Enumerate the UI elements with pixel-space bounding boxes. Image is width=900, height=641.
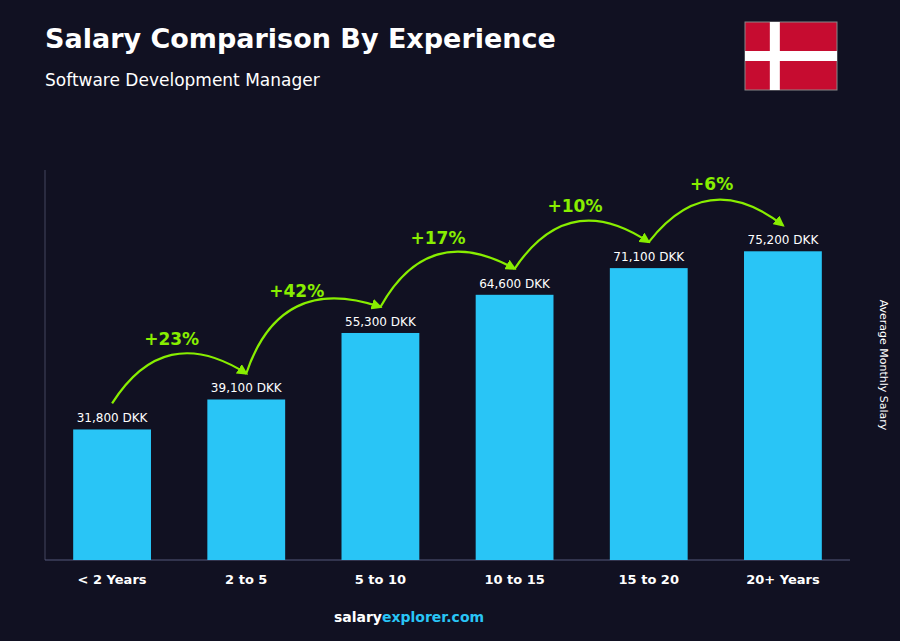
annotation-arrow xyxy=(649,200,783,242)
bars xyxy=(73,251,822,560)
bar xyxy=(207,399,285,560)
bar xyxy=(73,429,151,560)
annotation-arrow xyxy=(112,353,246,403)
bar xyxy=(342,333,420,560)
bar xyxy=(476,295,554,560)
flag xyxy=(745,22,837,90)
flag-cross xyxy=(745,51,837,61)
annotation-text: +42% xyxy=(269,281,324,301)
annotation-arrow xyxy=(246,298,380,373)
x-tick-label: 2 to 5 xyxy=(225,572,267,587)
x-tick-label: 5 to 10 xyxy=(355,572,406,587)
x-axis-line xyxy=(45,560,850,561)
data-label: 55,300 DKK xyxy=(345,315,417,329)
flag-field xyxy=(745,22,837,90)
data-label: 71,100 DKK xyxy=(613,250,685,264)
background xyxy=(0,0,900,641)
data-label: 31,800 DKK xyxy=(77,411,149,425)
annotation-arrow xyxy=(380,252,514,307)
bar xyxy=(744,251,822,560)
annotation-arrow xyxy=(515,221,649,269)
annotation-text: +17% xyxy=(410,228,465,248)
y-axis-label: Average Monthly Salary xyxy=(877,300,890,431)
data-label: 75,200 DKK xyxy=(748,233,820,247)
title: Salary Comparison By Experience xyxy=(45,23,556,54)
footer: salary xyxy=(334,609,382,625)
data-label: 64,600 DKK xyxy=(479,277,551,291)
chart: Salary Comparison By Experience Software … xyxy=(0,0,900,641)
footer: explorer.com xyxy=(382,609,484,625)
bar xyxy=(610,268,688,560)
annotation-text: +6% xyxy=(690,174,733,194)
x-tick-label: 10 to 15 xyxy=(484,572,544,587)
y-axis-line xyxy=(45,170,46,560)
x-tick-label: 20+ Years xyxy=(746,572,820,587)
subtitle: Software Development Manager xyxy=(45,70,320,90)
x-tick-label: < 2 Years xyxy=(78,572,147,587)
x-tick-label: 15 to 20 xyxy=(619,572,679,587)
annotation-text: +23% xyxy=(144,329,199,349)
data-label: 39,100 DKK xyxy=(211,381,283,395)
annotation-text: +10% xyxy=(548,196,603,216)
